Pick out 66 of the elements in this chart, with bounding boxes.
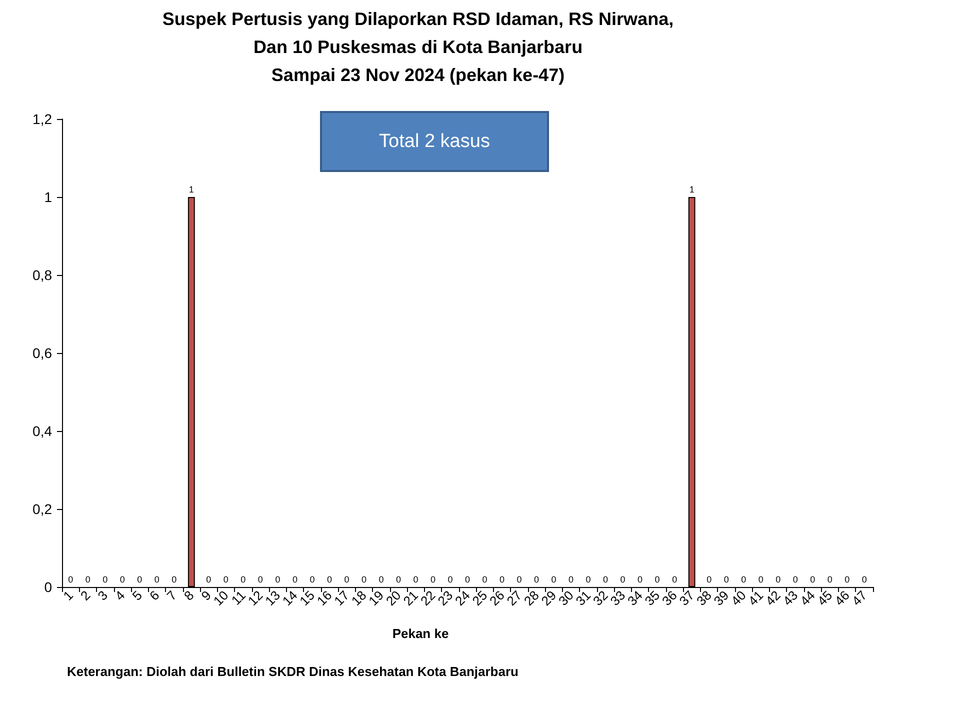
data-label: 0	[827, 574, 832, 584]
x-tick-label: 2	[77, 588, 94, 604]
data-label: 0	[741, 574, 746, 584]
data-label: 0	[792, 574, 798, 584]
y-tick-label: 1,2	[32, 111, 52, 127]
data-label: 0	[464, 574, 470, 584]
data-label: 0	[620, 574, 626, 584]
y-tick-label: 0,6	[32, 345, 52, 361]
y-tick-label: 0,4	[32, 423, 52, 439]
data-label: 0	[258, 574, 263, 584]
y-tick-label: 0,8	[32, 267, 52, 283]
data-label: 0	[810, 574, 816, 584]
x-tick-label: 1	[60, 588, 76, 604]
data-label: 0	[776, 574, 781, 584]
data-label: 0	[638, 574, 643, 584]
data-label: 0	[586, 574, 591, 584]
data-label: 0	[413, 574, 418, 584]
text-box: Total 2 kasus	[320, 111, 549, 172]
data-label: 0	[378, 574, 384, 584]
data-label: 0	[706, 574, 712, 584]
data-label: 0	[844, 574, 850, 584]
data-label: 0	[534, 574, 540, 584]
y-tick-label: 1	[44, 189, 52, 205]
y-tick-label: 0	[44, 579, 52, 595]
data-label: 0	[430, 574, 436, 584]
data-label: 0	[516, 574, 522, 584]
data-label: 0	[500, 574, 505, 584]
data-label: 0	[758, 574, 764, 584]
data-label: 0	[326, 574, 332, 584]
data-label: 0	[172, 574, 177, 584]
data-label: 0	[240, 574, 246, 584]
data-label: 0	[654, 574, 660, 584]
data-label: 0	[102, 574, 108, 584]
data-label: 0	[85, 574, 90, 584]
x-tick-label: 8	[180, 588, 197, 604]
data-label: 0	[724, 574, 729, 584]
data-label: 0	[120, 574, 125, 584]
data-label: 0	[482, 574, 488, 584]
data-label: 1	[188, 184, 194, 194]
x-tick-label: 4	[112, 588, 128, 604]
data-label: 0	[137, 574, 142, 584]
data-label: 1	[689, 184, 694, 194]
x-tick-label: 6	[146, 588, 162, 604]
y-tick-label: 0,2	[32, 501, 52, 517]
data-label: 0	[223, 574, 228, 584]
data-label: 0	[275, 574, 280, 584]
data-label: 0	[448, 574, 453, 584]
data-label: 0	[551, 574, 556, 584]
data-label: 0	[568, 574, 574, 584]
data-label: 0	[396, 574, 401, 584]
data-label: 0	[68, 574, 74, 584]
chart-title: Suspek Pertusis yang Dilaporkan RSD Idaman, RS Nirwana, Dan 10 Puskesmas di Kota Banjarbaru Sampai 23 Nov 2024 (pekan ke-47)	[162, 9, 674, 85]
data-label: 0	[206, 574, 212, 584]
data-label: 0	[862, 574, 867, 584]
x-tick-label: 3	[94, 588, 110, 604]
data-label: 0	[292, 574, 298, 584]
data-label: 0	[603, 574, 608, 584]
text: Keterangan: Diolah dari Bulletin SKDR Dinas Kesehatan Kota Banjarbaru	[67, 664, 519, 679]
data-label: 0	[344, 574, 350, 584]
data-label: 0	[154, 574, 160, 584]
x-tick-label: 5	[129, 588, 145, 604]
x-axis-title: Pekan ke	[392, 626, 449, 641]
data-label: 0	[672, 574, 678, 584]
x-tick-label: 7	[164, 588, 180, 604]
data-label: 0	[310, 574, 315, 584]
data-label: 0	[361, 574, 366, 584]
